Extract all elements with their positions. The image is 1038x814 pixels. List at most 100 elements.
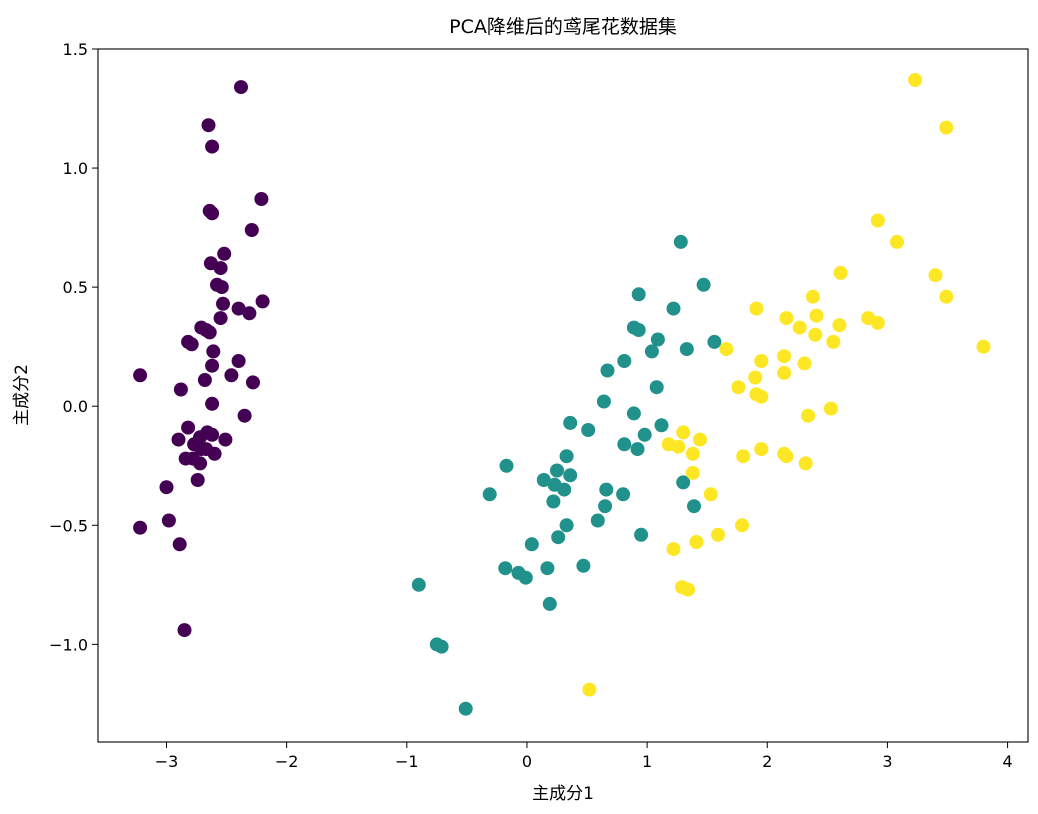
data-point <box>801 408 816 423</box>
data-point <box>458 701 473 716</box>
data-point <box>805 289 820 304</box>
data-point <box>703 487 718 502</box>
data-point <box>673 234 688 249</box>
data-point <box>719 342 734 357</box>
data-point <box>177 623 192 638</box>
data-point <box>707 334 722 349</box>
data-point <box>685 446 700 461</box>
data-point <box>676 475 691 490</box>
data-point <box>928 268 943 283</box>
data-point <box>631 323 646 337</box>
data-point <box>735 518 749 533</box>
data-point <box>630 442 645 457</box>
data-point <box>205 427 220 442</box>
x-axis-label: 主成分1 <box>532 784 594 804</box>
data-point <box>631 287 646 302</box>
data-point <box>563 415 578 430</box>
data-point <box>542 596 557 611</box>
x-tick-label: −3 <box>155 752 179 771</box>
data-point <box>197 373 212 387</box>
data-point <box>213 311 228 326</box>
chart-title: PCA降维后的鸢尾花数据集 <box>449 16 677 38</box>
y-tick-label: −0.5 <box>49 516 88 535</box>
scatter-points <box>133 73 991 716</box>
data-point <box>546 494 561 509</box>
data-point <box>161 513 176 528</box>
data-point <box>634 527 649 542</box>
data-point <box>693 432 707 447</box>
data-point <box>654 418 669 433</box>
data-point <box>637 427 652 442</box>
data-point <box>736 449 751 464</box>
x-tick-label: 2 <box>762 752 772 771</box>
data-point <box>826 334 841 349</box>
data-point <box>616 487 631 502</box>
data-point <box>576 558 591 573</box>
data-point <box>599 482 614 497</box>
data-point <box>217 246 232 261</box>
data-point <box>596 394 611 409</box>
data-point <box>754 354 769 368</box>
data-point <box>205 396 220 411</box>
data-point <box>190 473 205 487</box>
data-point <box>184 337 199 352</box>
x-axis-ticks: −3 −2 −1 0 1 2 3 4 <box>155 742 1013 771</box>
data-point <box>792 320 807 335</box>
data-point <box>173 382 188 397</box>
data-point <box>498 561 513 576</box>
data-point <box>536 473 551 487</box>
data-point <box>754 442 769 457</box>
data-point <box>870 315 885 330</box>
data-point <box>617 354 632 368</box>
data-point <box>779 449 794 464</box>
data-point <box>202 325 217 340</box>
data-point <box>255 294 270 309</box>
data-point <box>244 223 259 237</box>
data-point <box>939 120 954 135</box>
data-point <box>644 344 659 359</box>
data-point <box>809 308 824 323</box>
x-tick-label: 0 <box>522 752 532 771</box>
plot-frame <box>97 48 1029 743</box>
data-point <box>201 118 216 133</box>
data-point <box>411 577 426 592</box>
data-point <box>798 456 813 471</box>
data-point <box>600 363 615 378</box>
data-point <box>231 301 246 316</box>
data-point <box>550 463 564 478</box>
data-point <box>681 582 695 597</box>
data-point <box>499 458 514 473</box>
data-point <box>482 487 497 502</box>
y-tick-label: 1.5 <box>63 40 88 59</box>
data-point <box>685 465 700 480</box>
data-point <box>598 499 613 514</box>
data-point <box>254 192 269 206</box>
data-point <box>581 423 596 437</box>
data-point <box>434 639 449 654</box>
data-point <box>671 439 686 454</box>
data-point <box>218 432 233 447</box>
data-point <box>666 301 681 316</box>
data-point <box>234 80 248 95</box>
data-point <box>617 437 632 452</box>
data-point <box>231 354 246 368</box>
data-point <box>731 380 746 395</box>
data-point <box>689 535 704 549</box>
y-axis-label: 主成分2 <box>12 364 32 426</box>
data-point <box>242 306 257 321</box>
data-point <box>687 499 701 514</box>
data-point <box>214 280 229 295</box>
data-point <box>832 318 847 333</box>
data-point <box>679 342 694 357</box>
data-point <box>777 365 792 380</box>
data-point <box>650 332 665 347</box>
data-point <box>206 344 221 359</box>
data-point <box>833 265 848 280</box>
data-point <box>749 301 764 316</box>
data-point <box>194 442 209 457</box>
y-tick-label: 1.0 <box>63 159 88 178</box>
data-point <box>246 375 260 390</box>
data-point <box>540 561 555 576</box>
y-axis-ticks: −1.0 −0.5 0.0 0.5 1.0 1.5 <box>49 40 98 654</box>
